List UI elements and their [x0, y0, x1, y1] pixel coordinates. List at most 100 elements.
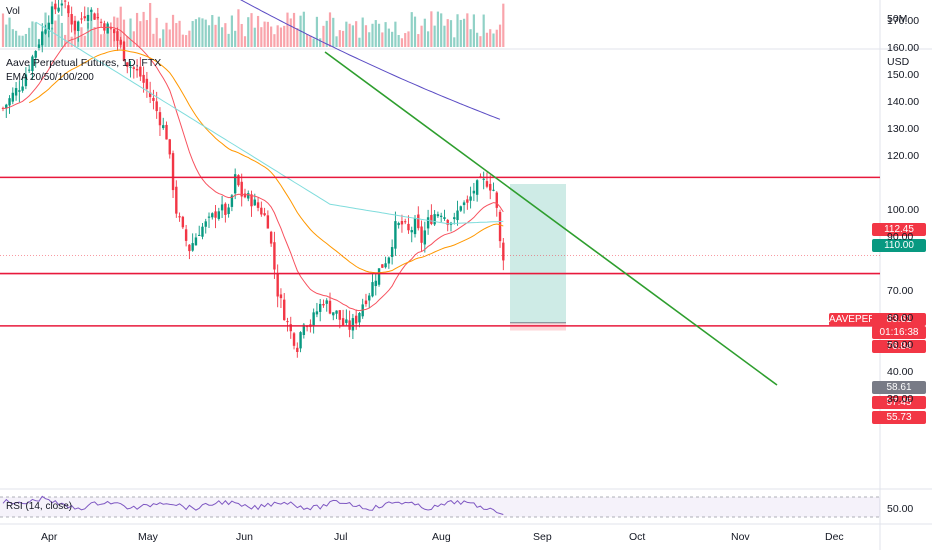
time-tick-label: Sep — [533, 531, 552, 543]
volume-bar — [119, 6, 122, 48]
volume-bar — [31, 21, 34, 47]
volume-bar — [476, 32, 479, 47]
candle-body — [289, 324, 292, 332]
time-tick-label: Apr — [41, 531, 58, 543]
volume-bar — [60, 22, 63, 47]
volume-bar — [381, 32, 384, 47]
volume-bar — [453, 37, 456, 47]
price-tick-label: 100.00 — [887, 204, 920, 216]
volume-bar — [188, 30, 191, 47]
volume-bar — [449, 20, 453, 47]
price-tag: 110.00 — [872, 239, 926, 252]
candle-body — [198, 234, 201, 236]
volume-bar — [456, 14, 459, 47]
volume-bar — [433, 25, 436, 47]
candle-body — [77, 21, 80, 32]
volume-bar — [315, 16, 319, 47]
candle-body — [426, 217, 430, 229]
volume-bar — [21, 35, 24, 47]
candle-body — [175, 186, 178, 214]
volume-bar — [243, 36, 247, 47]
time-tick-label: Aug — [432, 531, 451, 543]
volume-bar — [155, 17, 158, 47]
candle-body — [341, 318, 345, 326]
volume-bar — [322, 25, 325, 47]
volume-bar — [126, 36, 129, 47]
volume-bar — [482, 14, 485, 48]
volume-bar — [371, 23, 374, 47]
volume-bar — [165, 22, 168, 47]
candle-body — [286, 321, 289, 323]
candle-body — [453, 217, 456, 220]
volume-bar — [364, 25, 368, 47]
ema-20-line — [2, 26, 504, 312]
candle-body — [302, 324, 306, 336]
volume-bar — [443, 25, 446, 47]
volume-bar — [325, 20, 328, 47]
candle-body — [469, 196, 472, 201]
volume-bar — [237, 9, 240, 47]
candle-body — [191, 243, 194, 251]
volume-bar — [283, 25, 286, 47]
volume-bar — [472, 14, 475, 47]
price-tick-label: 90.00 — [887, 231, 914, 243]
candle-body — [404, 221, 407, 223]
candle-body — [86, 14, 90, 22]
price-tick-label: 160.00 — [887, 42, 920, 54]
ema-legend[interactable]: EMA 20/50/100/200 — [6, 72, 94, 83]
candle-body — [70, 14, 73, 25]
volume-bar — [335, 36, 338, 47]
price-tag: 83.61 — [872, 313, 926, 326]
volume-bar — [178, 20, 181, 47]
time-tick-label: May — [138, 531, 158, 543]
candle-body — [456, 210, 459, 221]
volume-bar — [436, 11, 440, 48]
candle-body — [338, 310, 342, 320]
volume-bar — [83, 35, 86, 47]
candle-body — [381, 264, 384, 268]
volume-bar — [417, 34, 420, 47]
volume-bar — [266, 21, 269, 47]
candle-body — [217, 211, 221, 219]
volume-bar — [18, 35, 21, 47]
candle-body — [332, 312, 335, 316]
candle-body — [8, 98, 11, 106]
volume-bar — [142, 11, 145, 47]
candle-body — [188, 244, 191, 252]
rsi-legend[interactable]: RSI (14, close) — [6, 501, 73, 512]
candle-body — [423, 230, 427, 245]
volume-bar — [207, 25, 211, 47]
ema-100-line — [35, 21, 504, 225]
candle-body — [60, 3, 64, 6]
candle-body — [106, 23, 109, 34]
time-tick-label: Jun — [236, 531, 253, 543]
candle-body — [459, 206, 462, 211]
candle-body — [57, 7, 60, 12]
volume-bar — [50, 27, 54, 47]
chart-title[interactable]: Aave Perpetual Futures, 1D, FTX — [6, 57, 162, 69]
candle-body — [485, 181, 489, 187]
volume-bar — [103, 33, 106, 47]
volume-legend: Vol — [6, 6, 20, 17]
volume-bar — [286, 12, 289, 47]
volume-bar — [256, 15, 260, 47]
candle-body — [220, 204, 224, 211]
volume-bar — [80, 27, 83, 47]
candle-body — [296, 347, 299, 352]
volume-bar — [462, 18, 466, 47]
price-tick-label: 50.00 — [887, 339, 914, 351]
candle-body — [224, 203, 227, 215]
candle-body — [93, 13, 96, 20]
candle-body — [417, 214, 420, 229]
volume-bar — [276, 25, 279, 47]
volume-bar — [292, 12, 296, 48]
candle-body — [168, 139, 171, 155]
volume-bar — [168, 29, 171, 47]
candle-body — [230, 195, 234, 207]
volume-bar — [139, 21, 142, 47]
candle-body — [273, 242, 276, 270]
volume-bar — [24, 33, 27, 47]
volume-bar — [263, 21, 266, 47]
